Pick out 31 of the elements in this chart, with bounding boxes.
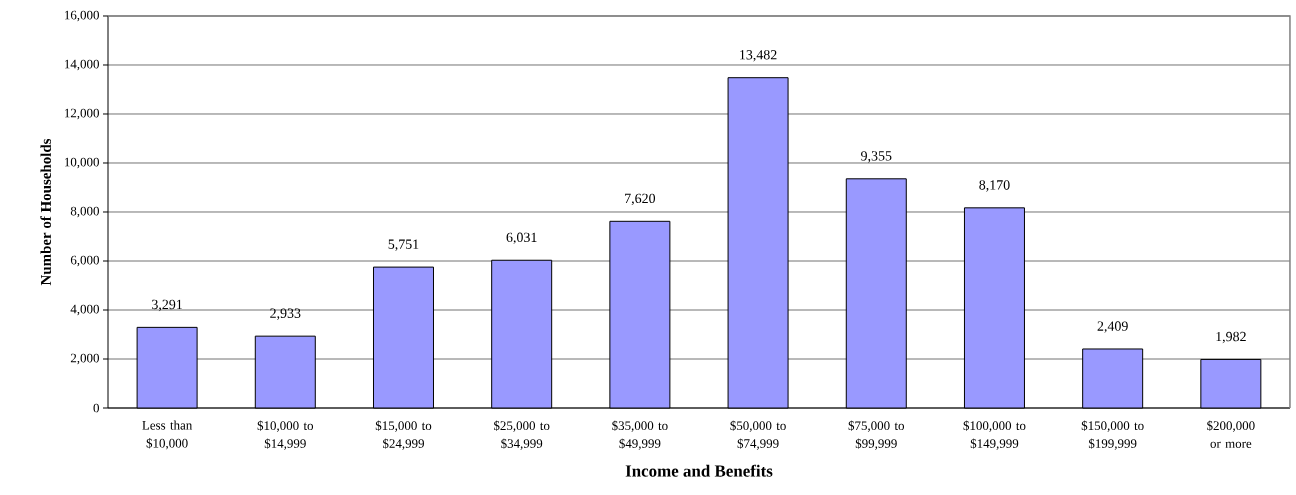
data-label: 2,409: [1097, 321, 1128, 333]
x-axis-title: Income and Benefits: [625, 464, 773, 477]
data-label: 1,982: [1216, 331, 1246, 344]
x-tick-label: $25,000 to $34,999: [494, 420, 550, 450]
y-axis-title: Number of Households: [40, 138, 52, 286]
y-tick-label: 6,000: [70, 255, 99, 267]
x-tick-label: $35,000 to $49,999: [612, 420, 668, 450]
x-tick-label: $10,000 to $14,999: [257, 420, 314, 450]
x-tick-label: $150,000 to $199,999: [1081, 420, 1144, 450]
x-tick-label: $50,000 to $74,999: [730, 420, 786, 450]
y-tick-label: 2,000: [70, 353, 99, 365]
data-label: 5,751: [388, 239, 419, 251]
data-label: 6,031: [506, 232, 537, 245]
x-tick-label: $15,000 to $24,999: [375, 420, 432, 450]
data-label: 7,620: [625, 193, 656, 206]
x-tick-label: $200,000 or more: [1207, 420, 1255, 448]
y-tick-label: 8,000: [70, 206, 99, 218]
data-label: 3,291: [152, 299, 182, 312]
y-tick-label: 4,000: [70, 304, 99, 316]
y-tick-label: 16,000: [65, 10, 99, 22]
y-tick-label: 10,000: [65, 157, 99, 169]
y-tick-label: 12,000: [65, 108, 99, 120]
y-tick-label: 0: [93, 403, 99, 413]
x-tick-label: $75,000 to $99,999: [848, 420, 905, 450]
data-label: 13,482: [740, 50, 777, 62]
x-tick-label: Less than $10,000: [142, 420, 193, 450]
y-tick-label: 14,000: [65, 59, 99, 71]
data-label: 2,933: [270, 308, 301, 320]
x-tick-label: $100,000 to $149,999: [963, 420, 1026, 450]
data-label: 8,170: [979, 180, 1010, 192]
data-label: 9,355: [861, 151, 892, 163]
